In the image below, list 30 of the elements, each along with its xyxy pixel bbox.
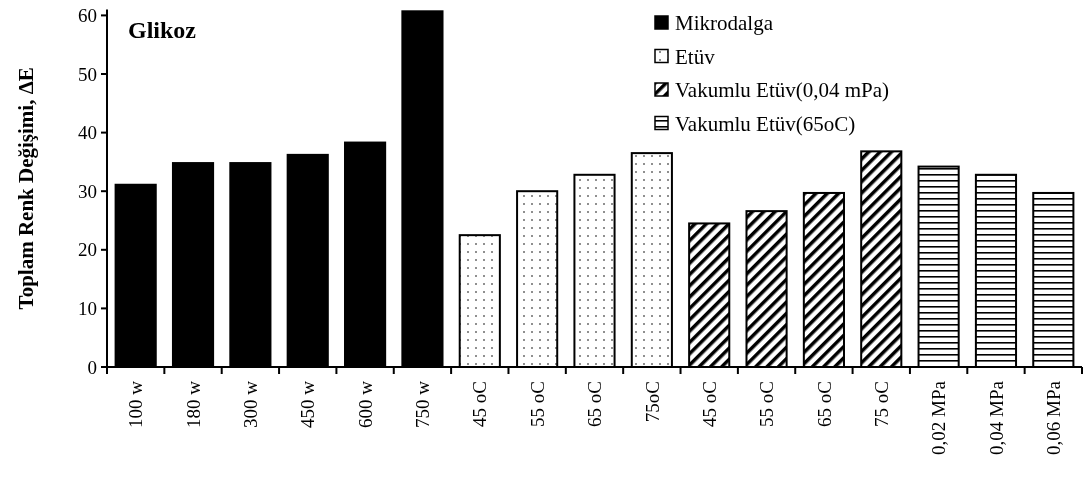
x-tick-label: 45 oC xyxy=(469,381,491,427)
x-tick-label: 600 w xyxy=(354,380,376,428)
y-tick-label: 40 xyxy=(78,122,97,144)
x-tick-label: 0,04 MPa xyxy=(985,380,1007,455)
x-tick-label: 65 oC xyxy=(813,381,835,427)
legend-label: Etüv xyxy=(675,44,716,69)
y-tick-label: 10 xyxy=(78,298,97,320)
x-tick-label: 0,06 MPa xyxy=(1042,380,1064,455)
x-tick-label: 75 oC xyxy=(870,381,892,427)
x-tick-label: 55 oC xyxy=(756,381,778,427)
x-tick-label: 0,02 MPa xyxy=(928,380,950,455)
y-tick-label: 60 xyxy=(78,5,97,27)
x-tick-label: 45 oC xyxy=(698,381,720,427)
y-tick-label: 50 xyxy=(78,63,97,85)
chart-title: Glikoz xyxy=(128,17,197,43)
x-tick-label: 450 w xyxy=(297,380,319,428)
x-tick-label: 65 oC xyxy=(584,381,606,427)
x-tick-label: 100 w xyxy=(125,380,147,428)
x-tick-label: 55 oC xyxy=(526,381,548,427)
y-axis-title: Toplam Renk Değişimi, ΔE xyxy=(14,67,39,310)
x-tick-label: 300 w xyxy=(240,380,262,428)
y-tick-label: 30 xyxy=(78,180,97,202)
x-tick-label: 750 w xyxy=(412,380,434,428)
y-tick-label: 0 xyxy=(87,356,97,378)
legend-label: Vakumlu Etüv(0,04 mPa) xyxy=(675,78,890,103)
x-tick-label: 75oC xyxy=(641,381,663,423)
x-tick-label: 180 w xyxy=(182,380,204,428)
legend-label: Mikrodalga xyxy=(675,11,774,36)
y-tick-label: 20 xyxy=(78,239,97,261)
legend-label: Vakumlu Etüv(65oC) xyxy=(675,111,856,136)
